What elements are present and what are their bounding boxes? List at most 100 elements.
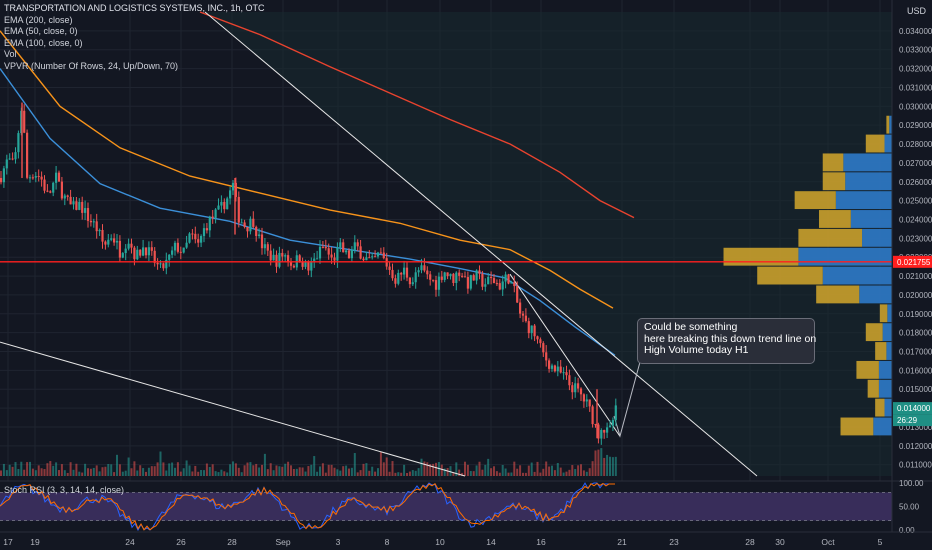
volume-bar	[333, 467, 336, 476]
volume-bar	[466, 464, 469, 476]
volume-bar	[580, 464, 582, 476]
volume-bar	[246, 462, 249, 476]
volume-bar	[205, 463, 208, 476]
currency-label[interactable]: USD	[906, 6, 926, 16]
volume-bar	[559, 467, 562, 476]
annotation-callout[interactable]: Could be something here breaking this do…	[637, 318, 816, 364]
candle-body	[107, 239, 110, 245]
rsi-tick-label: 0.00	[899, 526, 915, 535]
candle-body	[449, 273, 452, 277]
time-tick-label: 24	[125, 537, 135, 547]
volume-bar	[37, 465, 40, 476]
volume-bar	[339, 470, 342, 476]
candle-body	[156, 262, 159, 265]
candle-body	[110, 238, 113, 240]
volume-bar	[232, 461, 234, 476]
candle-body	[211, 216, 214, 218]
candle-body	[498, 283, 501, 290]
volume-bar	[504, 468, 507, 476]
volume-bar	[0, 470, 2, 476]
vpvr-up-bar	[822, 266, 892, 285]
candle-body	[162, 263, 165, 269]
volume-bar	[95, 465, 98, 476]
ema100-line	[0, 30, 614, 309]
candle-body	[530, 325, 533, 334]
vpvr-up-bar	[878, 360, 892, 379]
volume-bar	[226, 472, 229, 476]
candle-body	[452, 273, 455, 284]
time-tick-label: 5	[878, 537, 883, 547]
last-price-label: 0.014000	[897, 404, 931, 413]
vpvr-up-bar	[835, 191, 892, 210]
candle-body	[327, 248, 330, 255]
candle-body	[46, 190, 49, 192]
candle-body	[153, 250, 156, 263]
price-tick-label: 0.016000	[899, 366, 932, 375]
volume-bar	[23, 469, 26, 476]
volume-bar	[495, 471, 498, 476]
volume-bar	[258, 467, 261, 476]
candle-body	[466, 277, 469, 289]
volume-bar	[171, 462, 174, 476]
stoch-rsi-legend[interactable]: Stoch RSI (3, 3, 14, 14, close)	[4, 485, 125, 495]
volume-bar	[188, 465, 191, 476]
legend-vol[interactable]: Vol	[4, 49, 17, 60]
volume-bar	[229, 464, 232, 476]
volume-bar	[391, 461, 394, 476]
volume-bar	[176, 462, 179, 476]
volume-bar	[301, 467, 304, 476]
candle-body	[463, 276, 467, 278]
volume-bar	[417, 468, 420, 476]
candle-body	[104, 241, 107, 245]
trend-line	[509, 273, 621, 437]
legend-vpvr[interactable]: VPVR (Number Of Rows, 24, Up/Down, 70)	[4, 60, 179, 71]
price-tick-label: 0.030000	[899, 102, 932, 111]
vpvr-up-bar	[862, 228, 892, 247]
candle-body	[574, 383, 577, 393]
candle-body	[301, 262, 304, 267]
price-tick-label: 0.024000	[899, 215, 932, 224]
volume-bar	[327, 464, 330, 476]
volume-bar	[5, 470, 8, 476]
annotation-line: High Volume today H1	[644, 344, 749, 356]
candle-body	[278, 252, 281, 267]
candle-body	[542, 343, 545, 353]
time-tick-label: 17	[3, 537, 13, 547]
candle-body	[200, 236, 203, 243]
vpvr-down-bar	[822, 153, 844, 172]
time-tick-label: 26	[176, 537, 186, 547]
candle-body	[258, 234, 261, 236]
volume-bar	[66, 472, 69, 476]
volume-bar	[110, 464, 113, 476]
candle-body	[95, 221, 98, 232]
candle-body	[2, 168, 5, 183]
legend-ema50[interactable]: EMA (50, close, 0)	[4, 26, 78, 37]
volume-bar	[298, 467, 301, 476]
candle-body	[461, 275, 464, 277]
candle-body	[28, 177, 32, 179]
symbol-title[interactable]: TRANSPORTATION AND LOGISTICS SYSTEMS, IN…	[4, 3, 265, 13]
volume-bar	[49, 461, 52, 476]
candle-body	[321, 246, 324, 248]
candle-body	[490, 276, 493, 279]
vpvr-up-bar	[878, 379, 892, 398]
candle-body	[565, 372, 568, 376]
volume-bar	[527, 465, 530, 476]
trend-line	[0, 341, 466, 477]
candle-body	[582, 394, 585, 402]
candle-body	[513, 282, 516, 287]
candle-body	[333, 257, 336, 261]
time-tick-label: Oct	[821, 537, 835, 547]
legend-ema100[interactable]: EMA (100, close, 0)	[4, 37, 83, 48]
candle-body	[124, 248, 127, 254]
candle-body	[533, 325, 536, 337]
price-tick-label: 0.031000	[899, 83, 932, 92]
volume-bar	[34, 470, 37, 476]
price-tick-label: 0.012000	[899, 442, 932, 451]
legend-ema200[interactable]: EMA (200, close)	[4, 14, 73, 25]
candle-body	[553, 365, 556, 372]
candle-body	[588, 399, 591, 407]
volume-bar	[72, 469, 75, 476]
candle-body	[272, 254, 275, 261]
